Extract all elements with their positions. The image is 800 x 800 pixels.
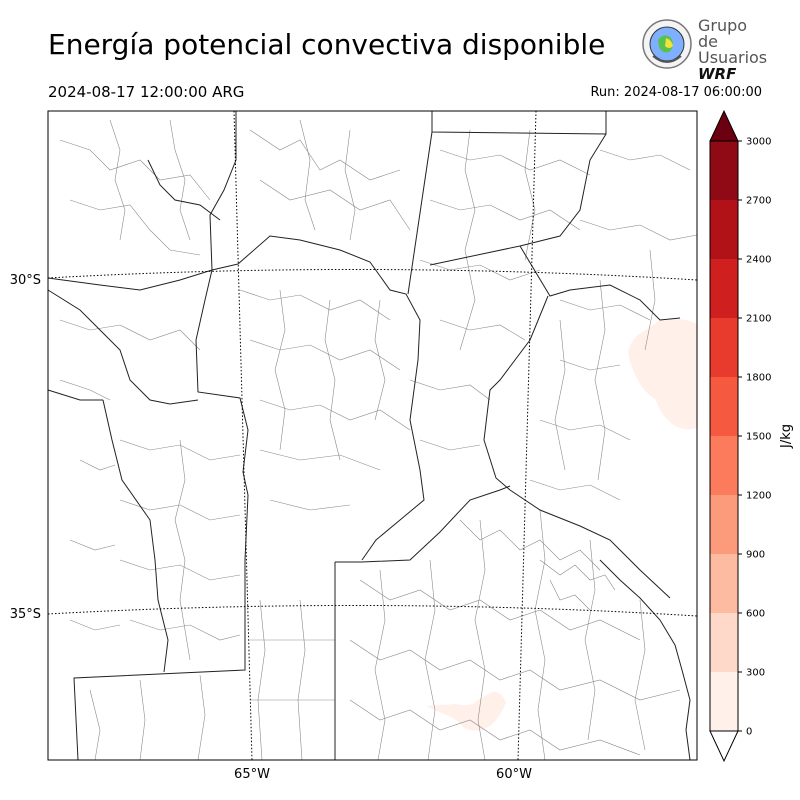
lon-label-60w: 60°W [496, 767, 532, 782]
cape-area-south [426, 691, 506, 731]
parallel-35s [47, 604, 698, 617]
colorbar-tick-label: 3000 [746, 137, 771, 148]
globe-icon [642, 19, 692, 69]
coastline [599, 559, 691, 761]
logo-line2: Usuarios [698, 48, 768, 67]
colorbar-label: J/kg [779, 424, 794, 449]
colorbar-extend-max [709, 109, 739, 142]
run-time: Run: 2024-08-17 06:00:00 [590, 85, 762, 100]
colorbar-tick-label: 1500 [746, 432, 771, 443]
colorbar-segment [710, 377, 738, 436]
map-frame [47, 110, 698, 761]
colorbar-segment [710, 436, 738, 495]
map-title: Energía potencial convectiva disponible [48, 28, 606, 61]
colorbar-segment [710, 672, 738, 731]
colorbar-segment [710, 554, 738, 613]
logo-line3: WRF [698, 65, 737, 83]
colorbar-tick-label: 300 [746, 668, 765, 679]
wrf-logo: Grupo de Usuarios WRF [638, 16, 768, 82]
cape-area-east [628, 318, 697, 430]
colorbar-segment [710, 495, 738, 554]
colorbar-segment [710, 613, 738, 672]
colorbar-segment [710, 200, 738, 259]
colorbar-tick-label: 2100 [746, 314, 771, 325]
colorbar-tick-label: 900 [746, 550, 765, 561]
colorbar-segment [710, 141, 738, 200]
lon-label-65w: 65°W [234, 767, 270, 782]
colorbar-segment [710, 259, 738, 318]
colorbar-extend-min [709, 730, 739, 763]
department-boundaries [59, 119, 698, 761]
colorbar-tick-label: 2700 [746, 196, 771, 207]
logo-line1: Grupo de [698, 16, 748, 51]
map-background [48, 111, 697, 760]
colorbar-tick-label: 2400 [746, 255, 771, 266]
lat-label-35s: 35°S [10, 607, 41, 622]
province-boundaries [47, 111, 681, 761]
lat-label-30s: 30°S [10, 273, 41, 288]
colorbar-tick-label: 1800 [746, 373, 771, 384]
logo-text: Grupo de Usuarios WRF [698, 16, 768, 83]
colorbar-segment [710, 318, 738, 377]
map-area [47, 110, 698, 761]
colorbar-tick-label: 1200 [746, 491, 771, 502]
valid-time: 2024-08-17 12:00:00 ARG [48, 83, 245, 101]
graticule [47, 110, 698, 761]
colorbar: 0 300 600 900 1200 1500 1800 2100 2400 2700 3000 [709, 109, 771, 763]
colorbar-tick-label: 600 [746, 609, 765, 620]
colorbar-tick-label: 0 [746, 727, 752, 738]
parallel-30s [47, 268, 698, 281]
